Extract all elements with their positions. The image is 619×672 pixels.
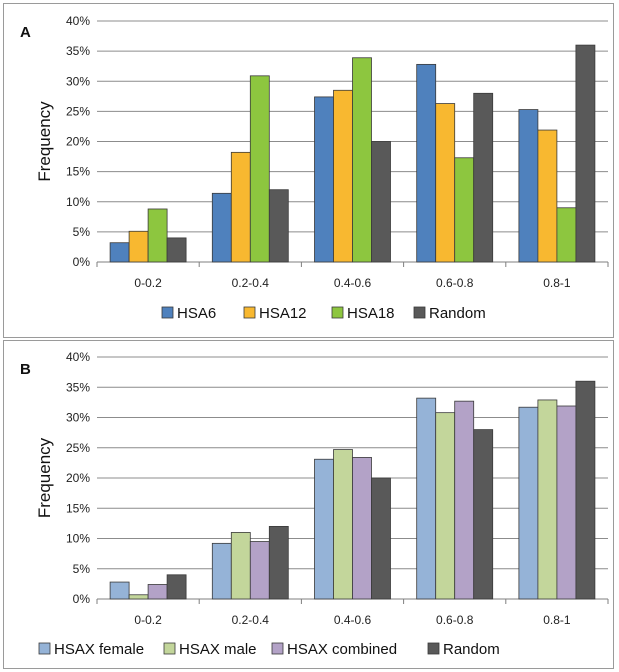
y-tick-label: 35% bbox=[66, 44, 90, 58]
bar bbox=[109, 242, 130, 263]
bar bbox=[575, 380, 596, 600]
bar bbox=[109, 581, 130, 600]
bar bbox=[416, 397, 437, 600]
y-tick-label: 20% bbox=[66, 471, 90, 485]
bar bbox=[166, 237, 187, 263]
y-tick-label: 15% bbox=[66, 165, 90, 179]
y-tick-label: 5% bbox=[73, 562, 91, 576]
panel-label: A bbox=[20, 24, 31, 41]
bar bbox=[352, 57, 372, 263]
bar bbox=[249, 75, 270, 263]
bar bbox=[575, 44, 596, 263]
bar bbox=[454, 157, 475, 263]
x-tick-label: 0.8-1 bbox=[543, 276, 571, 290]
bar bbox=[352, 457, 372, 600]
bar bbox=[314, 96, 334, 263]
x-tick-label: 0.4-0.6 bbox=[334, 276, 372, 290]
y-tick-label: 40% bbox=[66, 14, 90, 28]
bar bbox=[371, 141, 391, 263]
x-tick-label: 0.2-0.4 bbox=[232, 276, 270, 290]
legend-swatch bbox=[427, 642, 440, 655]
bar bbox=[435, 412, 456, 600]
legend-label: HSA12 bbox=[259, 305, 307, 322]
bar bbox=[230, 151, 251, 263]
y-tick-label: 25% bbox=[66, 441, 90, 455]
legend-label: HSAX female bbox=[54, 641, 144, 658]
bar bbox=[518, 406, 539, 600]
legend-swatch bbox=[413, 306, 426, 319]
bar bbox=[166, 574, 187, 600]
legend-label: Random bbox=[443, 641, 500, 658]
x-tick-label: 0.6-0.8 bbox=[436, 276, 474, 290]
y-tick-label: 35% bbox=[66, 380, 90, 394]
bar bbox=[454, 400, 475, 600]
y-tick-label: 30% bbox=[66, 411, 90, 425]
bar bbox=[249, 541, 270, 600]
bar bbox=[333, 89, 353, 263]
bar bbox=[314, 458, 334, 600]
legend-swatch bbox=[331, 306, 344, 319]
x-tick-label: 0.2-0.4 bbox=[232, 613, 270, 627]
legend-swatch bbox=[38, 642, 51, 655]
bar bbox=[556, 405, 577, 600]
panel-label: B bbox=[20, 361, 31, 378]
x-tick-label: 0-0.2 bbox=[134, 613, 162, 627]
legend-swatch bbox=[271, 642, 284, 655]
x-tick-label: 0-0.2 bbox=[134, 276, 162, 290]
legend-label: HSAX combined bbox=[287, 641, 397, 658]
bar bbox=[537, 129, 558, 263]
legend-swatch bbox=[243, 306, 256, 319]
y-tick-label: 20% bbox=[66, 135, 90, 149]
bar bbox=[128, 230, 149, 263]
bar bbox=[211, 542, 232, 600]
x-tick-label: 0.6-0.8 bbox=[436, 613, 474, 627]
x-tick-label: 0.4-0.6 bbox=[334, 613, 372, 627]
bar bbox=[147, 584, 168, 600]
bar bbox=[435, 103, 456, 263]
legend-swatch bbox=[163, 642, 176, 655]
bar bbox=[268, 189, 289, 263]
y-axis-label: Frequency bbox=[35, 101, 54, 182]
y-tick-label: 5% bbox=[73, 225, 91, 239]
legend-label: HSA18 bbox=[347, 305, 395, 322]
chart-panel-b: B 0% 5% 10% 15% 20% 25% 30% 35% 40% Frequency 0-0.2… bbox=[3, 340, 614, 669]
chart-a-svg: A 0% 5% 10% 15% 20% 25% 30% 35% 40% Frequency 0-0.2… bbox=[20, 14, 609, 322]
bar bbox=[473, 92, 494, 263]
y-tick-label: 0% bbox=[73, 255, 91, 269]
bar bbox=[556, 207, 577, 263]
bar bbox=[333, 449, 353, 600]
bar bbox=[230, 532, 251, 600]
chart-panel-a: A 0% 5% 10% 15% 20% 25% 30% 35% 40% Frequency 0-0.2… bbox=[3, 3, 614, 338]
x-tick-label: 0.8-1 bbox=[543, 613, 571, 627]
bar bbox=[268, 525, 289, 600]
bar bbox=[147, 208, 168, 263]
y-tick-label: 15% bbox=[66, 501, 90, 515]
bar bbox=[518, 109, 539, 263]
y-axis-label: Frequency bbox=[35, 437, 54, 518]
bar bbox=[473, 429, 494, 600]
legend-swatch bbox=[161, 306, 174, 319]
legend-label: HSAX male bbox=[179, 641, 257, 658]
bar bbox=[371, 477, 391, 600]
legend-label: HSA6 bbox=[177, 305, 216, 322]
y-tick-label: 10% bbox=[66, 195, 90, 209]
y-tick-label: 25% bbox=[66, 104, 90, 118]
bar bbox=[416, 63, 437, 263]
y-tick-label: 0% bbox=[73, 592, 91, 606]
y-tick-label: 30% bbox=[66, 74, 90, 88]
bar bbox=[537, 399, 558, 600]
legend-label: Random bbox=[429, 305, 486, 322]
bar bbox=[211, 192, 232, 263]
chart-b-svg: B 0% 5% 10% 15% 20% 25% 30% 35% 40% Frequency 0-0.2… bbox=[20, 350, 609, 658]
y-tick-label: 40% bbox=[66, 350, 90, 364]
y-tick-label: 10% bbox=[66, 532, 90, 546]
bar bbox=[128, 594, 149, 600]
